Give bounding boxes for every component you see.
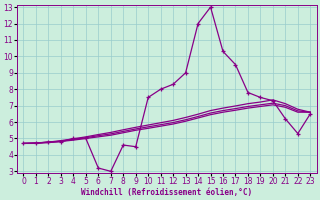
X-axis label: Windchill (Refroidissement éolien,°C): Windchill (Refroidissement éolien,°C) xyxy=(81,188,252,197)
